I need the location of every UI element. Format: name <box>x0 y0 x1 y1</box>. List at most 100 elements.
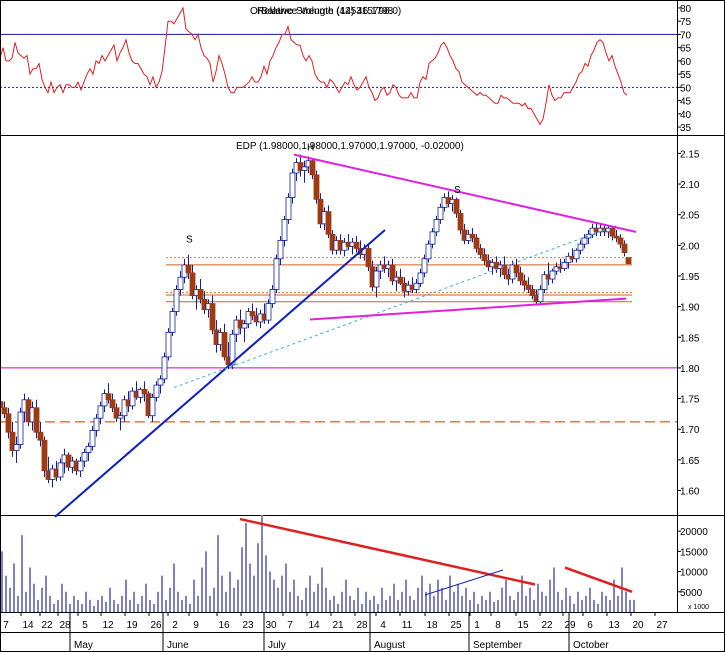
volume-bar <box>37 599 39 612</box>
date-tick-label: 14 <box>308 620 320 631</box>
volume-bar <box>385 599 387 612</box>
volume-bar <box>33 583 35 612</box>
price-y-tick-label: 2.10 <box>680 180 700 191</box>
volume-bar <box>129 599 131 612</box>
candle-body <box>197 289 204 300</box>
volume-bar <box>421 575 423 612</box>
candle-body <box>417 272 424 284</box>
date-tick-label: 28 <box>356 620 368 631</box>
volume-bar <box>585 595 587 612</box>
date-tick-label: 29 <box>564 620 576 631</box>
date-tick-label: 13 <box>608 620 620 631</box>
volume-bar <box>189 603 191 612</box>
date-tick-label: 11 <box>402 620 413 631</box>
candle-body <box>81 452 88 462</box>
volume-bar <box>469 599 471 612</box>
volume-panel: 5000 10000 15000 20000 x 1000 <box>0 515 725 613</box>
volume-bar <box>325 587 327 612</box>
date-tick-label: 15 <box>517 620 529 631</box>
candle-body <box>249 311 256 317</box>
volume-bar <box>537 583 539 612</box>
volume-bar <box>417 587 419 612</box>
volume-bar <box>257 543 259 612</box>
volume-bar <box>97 599 99 612</box>
volume-bar <box>429 583 431 612</box>
volume-bar <box>233 587 235 612</box>
date-tick-label: 2 <box>172 620 178 631</box>
volume-bar <box>229 571 231 612</box>
volume-bar <box>629 599 631 612</box>
candle-body <box>609 227 616 237</box>
volume-bar <box>161 575 163 612</box>
date-tick-label: 4 <box>380 620 386 631</box>
candle-body <box>325 211 332 235</box>
volume-bar <box>305 587 307 612</box>
volume-bar <box>289 591 291 612</box>
volume-bar <box>49 595 51 612</box>
candle-body <box>525 284 532 290</box>
volume-bar <box>529 587 531 612</box>
candle-body <box>1 407 8 415</box>
volume-bar <box>185 595 187 612</box>
date-tick-label: 20 <box>632 620 644 631</box>
volume-bar <box>69 603 71 612</box>
volume-bar <box>317 583 319 612</box>
volume-bar <box>125 579 127 612</box>
candle-body <box>245 311 252 325</box>
volume-bar <box>513 599 515 612</box>
price-y-tick-label: 1.95 <box>680 272 700 283</box>
volume-bar <box>565 587 567 612</box>
volume-bar <box>505 579 507 612</box>
candle-body <box>265 303 272 321</box>
volume-bar <box>373 595 375 612</box>
candle-body <box>281 219 288 241</box>
price-y-tick-label: 1.90 <box>680 303 700 314</box>
candle-body <box>625 257 632 265</box>
rsi-title: Relative Strength (14) 46.1798 <box>257 6 394 17</box>
volume-bar <box>321 567 323 612</box>
volume-bar <box>269 571 271 612</box>
volume-bar <box>517 591 519 612</box>
volume-bar <box>489 591 491 612</box>
price-y-tick-label: 1.75 <box>680 395 700 406</box>
candle-body <box>477 247 484 255</box>
candle-body <box>289 172 296 198</box>
volume-trend-line <box>424 569 504 596</box>
volume-y-tick-label: 20000 <box>680 527 708 538</box>
volume-bar <box>193 579 195 612</box>
volume-bar <box>221 575 223 612</box>
volume-bar <box>29 567 31 612</box>
date-tick-label: 21 <box>332 620 344 631</box>
candle-body <box>241 323 248 329</box>
volume-bar <box>285 563 287 612</box>
volume-bar <box>333 595 335 612</box>
volume-bar <box>573 603 575 612</box>
volume-bar <box>81 603 83 612</box>
volume-bar <box>201 567 203 612</box>
volume-bar <box>1 551 3 612</box>
date-tick-label: 27 <box>656 620 668 631</box>
price-trend-line <box>293 153 637 233</box>
volume-bar <box>293 579 295 612</box>
volume-bar <box>553 567 555 612</box>
candle-body <box>437 206 444 220</box>
candle-body <box>129 390 136 407</box>
candle-body <box>585 233 592 239</box>
volume-bar <box>533 599 535 612</box>
candle-body <box>77 460 84 472</box>
candle-body <box>365 247 372 268</box>
volume-bar <box>345 579 347 612</box>
volume-bar <box>457 583 459 612</box>
volume-bar <box>217 535 219 612</box>
volume-bar <box>9 587 11 612</box>
volume-bar <box>133 591 135 612</box>
date-tick-label: 5 <box>82 620 88 631</box>
volume-bar <box>477 603 479 612</box>
volume-bar <box>393 583 395 612</box>
volume-bar <box>409 595 411 612</box>
volume-bar <box>73 595 75 612</box>
candle-body <box>85 445 92 453</box>
candle-body <box>501 264 508 276</box>
candle-body <box>105 393 112 401</box>
